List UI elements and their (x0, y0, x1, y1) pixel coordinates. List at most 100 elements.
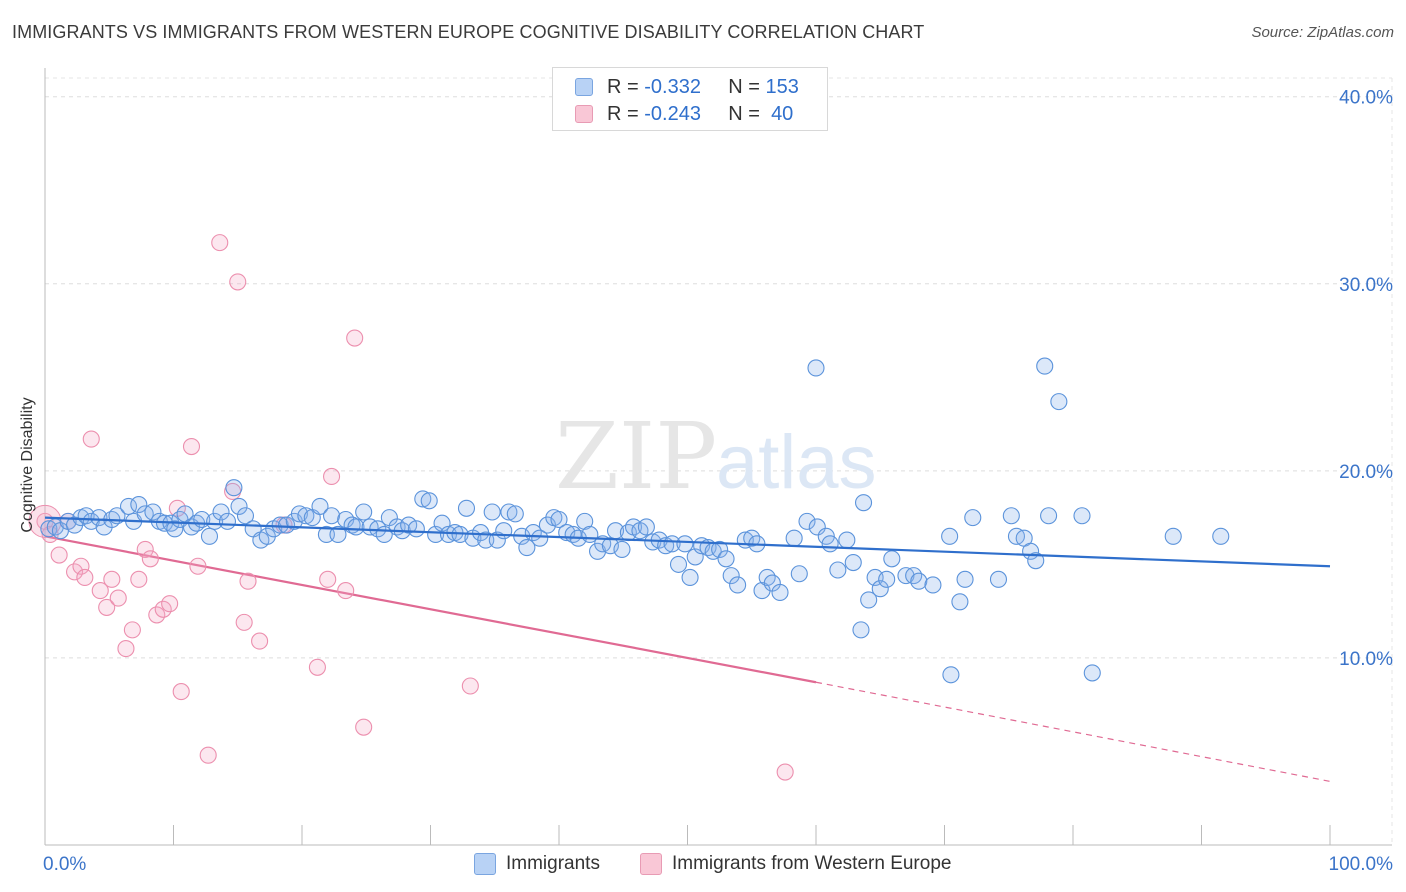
point-immigrants (1027, 552, 1045, 570)
point-western-europe (98, 598, 116, 616)
point-immigrants (477, 531, 495, 549)
point-western-europe (109, 589, 127, 607)
point-immigrants (808, 518, 826, 536)
point-immigrants (311, 497, 329, 515)
legend-swatch-pink (575, 105, 593, 123)
point-western-europe (251, 632, 269, 650)
points-western-europe (28, 234, 794, 781)
point-immigrants (785, 529, 803, 547)
point-western-europe (117, 640, 135, 658)
point-western-europe (141, 550, 159, 568)
point-western-europe (461, 677, 479, 695)
x-tick-label: 0.0% (43, 854, 86, 875)
point-western-europe (776, 763, 794, 781)
legend-row-immigrants: R = -0.332 N = 153 (575, 74, 799, 100)
point-immigrants (722, 567, 740, 585)
legend-n-label: N = (728, 75, 760, 98)
point-immigrants (90, 509, 108, 527)
point-immigrants (790, 565, 808, 583)
point-immigrants (166, 520, 184, 538)
point-western-europe (91, 582, 109, 600)
point-immigrants (218, 512, 237, 530)
bottom-legend-swatch-blue (474, 853, 496, 875)
point-immigrants (964, 509, 982, 527)
legend-n-value: 40 (771, 102, 794, 125)
bottom-legend-western-europe: Immigrants from Western Europe (640, 851, 951, 877)
watermark-zip: ZIP (555, 403, 717, 510)
point-western-europe (235, 613, 253, 631)
point-western-europe (136, 540, 154, 558)
point-western-europe (76, 568, 94, 587)
y-axis-label: Cognitive Disability (19, 397, 36, 533)
point-immigrants (807, 359, 825, 377)
point-immigrants (531, 529, 549, 547)
point-western-europe (337, 582, 355, 600)
point-immigrants (637, 518, 655, 536)
tick-labels: 10.0% 20.0% 30.0% 40.0% 0.0% 100.0% (43, 88, 1393, 875)
point-immigrants (1083, 664, 1101, 682)
point-immigrants (860, 591, 878, 609)
point-immigrants (681, 568, 699, 587)
point-immigrants (669, 555, 688, 573)
point-western-europe (323, 467, 341, 486)
point-immigrants (82, 512, 100, 530)
point-immigrants (910, 572, 928, 590)
point-immigrants (729, 576, 747, 594)
point-western-europe (308, 658, 326, 676)
point-immigrants (457, 499, 476, 517)
point-immigrants (414, 490, 432, 508)
point-immigrants (1050, 393, 1068, 411)
point-western-europe (189, 557, 207, 575)
point-immigrants (290, 505, 308, 523)
point-western-europe (82, 430, 100, 448)
point-immigrants (347, 518, 365, 536)
point-western-europe (130, 570, 148, 588)
bottom-legend-swatch-pink (640, 853, 662, 875)
point-immigrants (130, 495, 148, 514)
point-immigrants (144, 503, 162, 521)
watermark: ZIP atlas (555, 403, 877, 510)
point-immigrants (518, 539, 536, 557)
point-immigrants (1036, 357, 1054, 375)
legend-n-label: N = (728, 102, 760, 125)
x-tick-label: 100.0% (1329, 854, 1394, 875)
point-immigrants (717, 550, 735, 568)
point-western-europe (355, 718, 373, 736)
point-immigrants (230, 497, 248, 515)
trend-line-immigrants (44, 516, 1331, 568)
point-immigrants (407, 520, 425, 538)
point-immigrants (711, 540, 729, 558)
point-immigrants (119, 497, 138, 515)
trend-lines-western-europe (44, 535, 1331, 782)
point-immigrants (271, 516, 289, 534)
legend-r-value: -0.243 (644, 102, 701, 125)
trend-line-western-europe (44, 535, 817, 684)
point-immigrants (951, 593, 969, 611)
point-western-europe (161, 595, 179, 613)
point-immigrants (852, 621, 870, 639)
point-immigrants (317, 525, 335, 544)
point-western-europe (182, 437, 201, 456)
point-western-europe (72, 557, 90, 575)
point-immigrants (576, 512, 594, 530)
point-immigrants (883, 550, 901, 568)
point-immigrants (989, 570, 1008, 588)
point-immigrants (1212, 527, 1230, 545)
point-immigrants (924, 576, 942, 594)
legend-n-value: 153 (765, 75, 799, 98)
point-immigrants (488, 531, 506, 549)
legend-r-label: R = (607, 102, 639, 125)
bottom-legend-immigrants: Immigrants (474, 851, 600, 877)
point-immigrants (495, 522, 513, 540)
point-immigrants (1073, 507, 1091, 525)
point-immigrants (355, 503, 373, 521)
point-immigrants (871, 580, 889, 598)
y-tick-label: 30.0% (1339, 275, 1393, 296)
y-tick-label: 10.0% (1339, 649, 1393, 670)
point-immigrants (942, 666, 960, 684)
point-western-europe (319, 570, 337, 588)
point-western-europe (172, 683, 190, 701)
correlation-legend: R = -0.332 N = 153 R = -0.243 N = 40 (552, 67, 828, 131)
point-immigrants (500, 503, 518, 521)
